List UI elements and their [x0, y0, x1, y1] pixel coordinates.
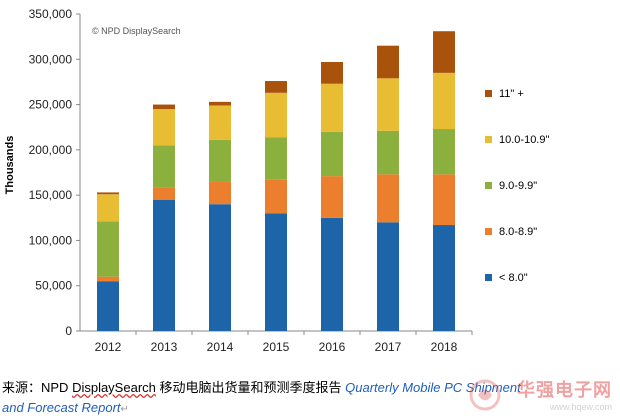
x-axis: 2012 2013 2014 2015 2016 2017 2018: [80, 330, 473, 354]
y-tick-label: 350,000: [29, 7, 73, 21]
x-tick-label: 2018: [431, 340, 458, 354]
bar-segment: [209, 204, 231, 331]
bar-segment: [265, 213, 287, 331]
y-tick-label: 300,000: [29, 52, 73, 66]
bar-segment: [209, 181, 231, 205]
watermark: 华强电子网 www.hqew.com: [517, 376, 612, 412]
bar-segment: [153, 187, 175, 200]
bar-segment: [153, 109, 175, 146]
bars: [97, 31, 455, 331]
y-axis-label: Thousands: [4, 136, 16, 195]
bar-segment: [433, 225, 455, 331]
y-tick-label: 150,000: [29, 188, 73, 202]
legend: 11" + 10.0-10.9" 9.0-9.9" 8.0-8.9" < 8.0": [485, 88, 549, 284]
legend-swatch: [485, 136, 492, 143]
legend-swatch: [485, 90, 492, 97]
bar-segment: [97, 281, 119, 331]
x-tick-label: 2014: [207, 340, 234, 354]
bar-segment: [321, 217, 343, 331]
bar-segment: [433, 174, 455, 226]
legend-swatch: [485, 182, 492, 189]
bar-segment: [97, 276, 119, 282]
bar-segment: [209, 105, 231, 140]
caption-middle: 移动电脑出货量和预测季度报告: [155, 380, 346, 395]
copyright-annotation: © NPD DisplaySearch: [92, 26, 181, 36]
bar-segment: [97, 221, 119, 277]
bar-segment: [433, 129, 455, 175]
bar-segment: [321, 83, 343, 132]
bar-segment: [153, 104, 175, 110]
x-tick-label: 2015: [263, 340, 290, 354]
watermark-logo-icon: [469, 379, 501, 411]
x-tick-label: 2017: [375, 340, 402, 354]
bar-segment: [265, 179, 287, 214]
bar-segment: [153, 199, 175, 331]
bar-segment: [377, 174, 399, 223]
caption-prefix: 来源：NPD: [2, 380, 73, 395]
watermark-name: 华强电子网: [517, 380, 612, 400]
y-tick-label: 0: [65, 324, 72, 338]
bar-segment: [377, 222, 399, 331]
y-tick-label: 200,000: [29, 143, 73, 157]
bar-segment: [97, 192, 119, 195]
legend-label: 10.0-10.9": [499, 134, 549, 146]
source-caption: 来源：NPD DisplaySearch 移动电脑出货量和预测季度报告 Quar…: [2, 378, 614, 420]
paragraph-mark-icon: ↵: [120, 404, 129, 415]
y-tick-label: 250,000: [29, 98, 73, 112]
stacked-bar-chart: 0 50,000 100,000 150,000 200,000 250,000 300,0…: [4, 7, 549, 354]
y-axis: 0 50,000 100,000 150,000 200,000 250,000 300,0…: [29, 7, 81, 338]
bar-segment: [433, 31, 455, 73]
bar-segment: [97, 194, 119, 222]
legend-swatch: [485, 274, 492, 281]
bar-segment: [321, 62, 343, 84]
y-tick-label: 100,000: [29, 233, 73, 247]
legend-swatch: [485, 228, 492, 235]
caption-source-name: DisplaySearch: [72, 380, 156, 395]
caption-report-title-1: Quarterly Mobile PC Shipment: [345, 380, 521, 395]
x-tick-label: 2012: [95, 340, 122, 354]
x-tick-label: 2013: [151, 340, 178, 354]
bar-segment: [209, 101, 231, 106]
legend-label: 11" +: [499, 88, 524, 100]
y-tick-label: 50,000: [35, 279, 72, 293]
watermark-url: www.hqew.com: [549, 402, 612, 412]
bar-segment: [265, 137, 287, 180]
bar-segment: [153, 145, 175, 188]
legend-label: 8.0-8.9": [499, 226, 537, 238]
legend-label: < 8.0": [499, 272, 528, 284]
bar-segment: [321, 131, 343, 177]
caption-report-title-2: and Forecast Report: [2, 400, 121, 415]
bar-segment: [265, 92, 287, 138]
x-tick-label: 2016: [319, 340, 346, 354]
bar-segment: [377, 45, 399, 79]
bar-segment: [377, 78, 399, 131]
bar-segment: [321, 176, 343, 218]
bar-segment: [433, 72, 455, 130]
legend-label: 9.0-9.9": [499, 180, 537, 192]
bar-segment: [209, 139, 231, 182]
bar-segment: [377, 130, 399, 175]
bar-segment: [265, 81, 287, 93]
